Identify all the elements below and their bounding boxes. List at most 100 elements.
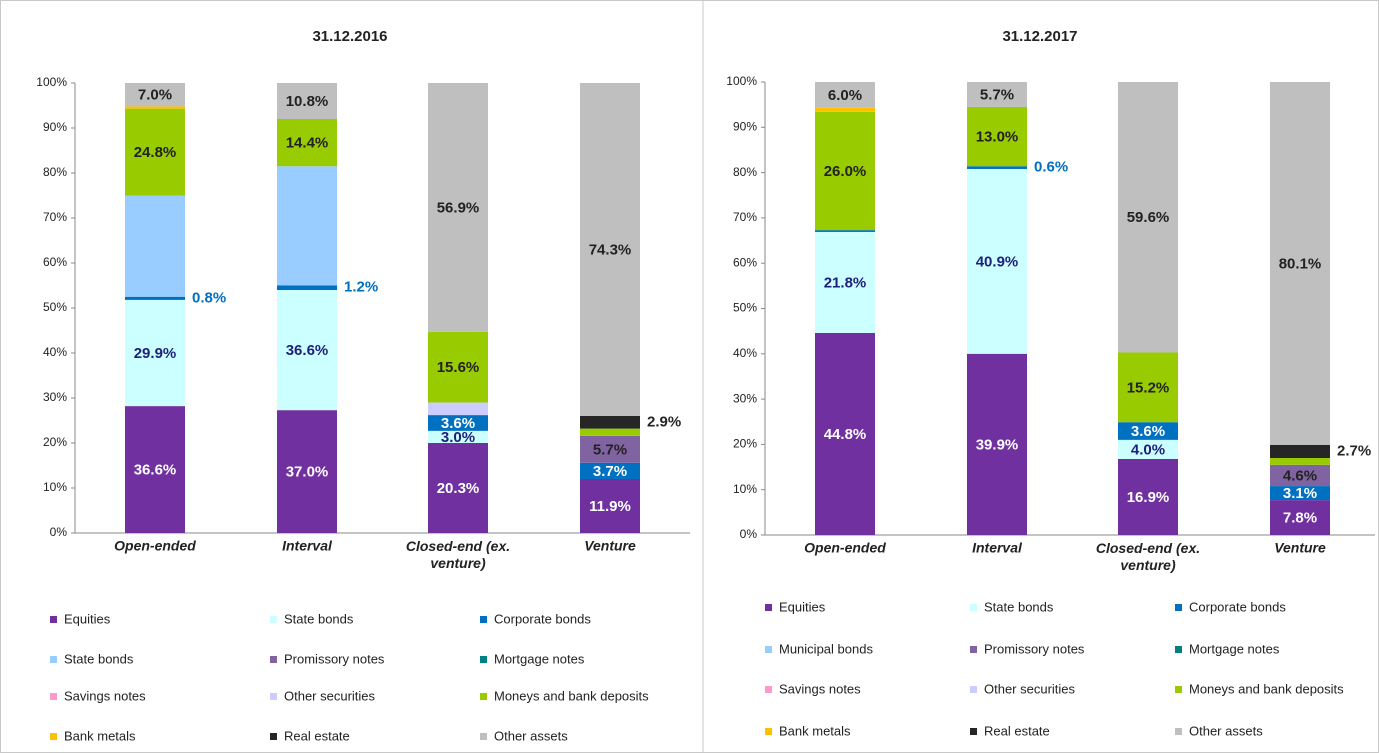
bar-segment (277, 166, 337, 286)
data-label: 0.6% (1034, 159, 1068, 176)
legend-label: Bank metals (779, 723, 851, 738)
legend-swatch (765, 646, 772, 653)
x-tick-label-line: venture) (430, 555, 486, 571)
data-label: 5.7% (980, 86, 1014, 103)
x-tick-label: Open-ended (804, 540, 886, 556)
data-label: 40.9% (976, 253, 1019, 270)
bar-segment (428, 83, 488, 332)
y-tick-label: 70% (43, 210, 67, 224)
y-tick-label: 30% (43, 390, 67, 404)
legend-label: State bonds (64, 651, 134, 666)
legend-label: Moneys and bank deposits (1189, 681, 1344, 696)
x-tick-label: Interval (282, 538, 333, 554)
y-tick-label: 50% (43, 300, 67, 314)
data-label: 0.8% (192, 289, 226, 306)
data-label: 36.6% (134, 462, 177, 479)
legend-swatch (480, 693, 487, 700)
data-label: 3.6% (441, 415, 475, 432)
legend-swatch (765, 686, 772, 693)
data-label: 80.1% (1279, 255, 1322, 272)
legend-label: Promissory notes (984, 641, 1085, 656)
y-tick-label: 90% (43, 120, 67, 134)
y-tick-label: 0% (740, 527, 758, 541)
bar-segment (967, 168, 1027, 354)
x-tick-label-line: venture) (1120, 557, 1176, 573)
bar-segment (428, 443, 488, 533)
data-label: 4.6% (1283, 467, 1317, 484)
legend-swatch (970, 686, 977, 693)
legend-swatch (50, 693, 57, 700)
data-label: 56.9% (437, 199, 480, 216)
bar-segment (1118, 458, 1178, 535)
bar-segment (967, 82, 1027, 107)
bar-segment (277, 410, 337, 533)
data-label: 2.9% (647, 413, 681, 430)
legend-swatch (765, 604, 772, 611)
bar-segment (125, 108, 185, 196)
data-label: 3.1% (1283, 485, 1317, 502)
bar-segment (277, 285, 337, 290)
bar-segment (815, 230, 875, 232)
legend-swatch (480, 616, 487, 623)
data-label: 16.9% (1127, 489, 1170, 506)
legend-label: Corporate bonds (494, 611, 591, 626)
y-tick-label: 10% (43, 480, 67, 494)
legend-swatch (50, 616, 57, 623)
y-tick-label: 30% (733, 391, 757, 405)
data-label: 39.9% (976, 436, 1019, 453)
bar-segment (428, 415, 488, 431)
bar-segment (815, 231, 875, 333)
bar-segment (125, 296, 185, 300)
bar-segment (815, 82, 875, 108)
bar-segment (125, 195, 185, 297)
data-label: 15.2% (1127, 379, 1170, 396)
bar-segment (1270, 457, 1330, 465)
legend-label: Equities (779, 599, 826, 614)
legend-swatch (970, 646, 977, 653)
y-tick-label: 80% (733, 165, 757, 179)
legend-swatch (1175, 604, 1182, 611)
bar-segment (967, 353, 1027, 535)
data-label: 20.3% (437, 480, 480, 497)
x-tick-label: Closed-end (ex. venture) (406, 538, 510, 571)
data-label: 10.8% (286, 93, 329, 110)
data-label: 15.6% (437, 359, 480, 376)
data-label: 7.0% (138, 87, 172, 104)
legend-swatch (970, 604, 977, 611)
bar-segment (815, 111, 875, 231)
data-label: 44.8% (824, 426, 867, 443)
data-label: 3.0% (441, 429, 475, 446)
x-tick-label: Venture (1274, 540, 1326, 556)
legend-label: Equities (64, 611, 111, 626)
bar-segment (1270, 500, 1330, 535)
legend-label: Real estate (284, 728, 350, 743)
legend-label: Other assets (1189, 723, 1263, 738)
chart-title: 31.12.2017 (1002, 28, 1077, 45)
y-tick-label: 40% (733, 346, 757, 360)
y-tick-label: 90% (733, 119, 757, 133)
data-label: 14.4% (286, 135, 329, 152)
data-label: 36.6% (286, 342, 329, 359)
bar-segment (1118, 352, 1178, 423)
bar-segment (580, 83, 640, 416)
legend-swatch (270, 656, 277, 663)
bar-segment (428, 402, 488, 416)
bar-segment (580, 416, 640, 429)
chart-title: 31.12.2016 (312, 28, 387, 45)
legend-swatch (1175, 686, 1182, 693)
data-label: 59.6% (1127, 209, 1170, 226)
bar-segment (580, 435, 640, 463)
bar-segment (1270, 82, 1330, 445)
y-tick-label: 20% (733, 437, 757, 451)
legend-label: Real estate (984, 723, 1050, 738)
data-label: 6.0% (828, 87, 862, 104)
legend-label: Mortgage notes (494, 651, 585, 666)
x-tick-label: Venture (584, 538, 636, 554)
legend-swatch (50, 733, 57, 740)
legend-label: Other securities (284, 688, 376, 703)
legend-swatch (1175, 728, 1182, 735)
legend-label: Promissory notes (284, 651, 385, 666)
bar-segment (1270, 444, 1330, 458)
y-tick-label: 10% (733, 482, 757, 496)
